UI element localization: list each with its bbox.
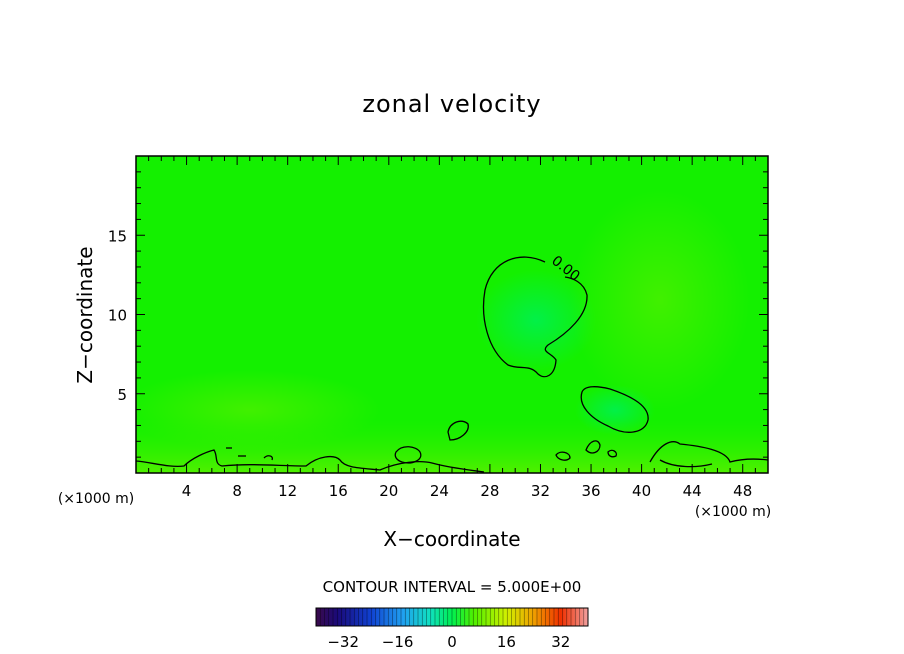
contour-surface — [136, 441, 768, 473]
colorbar: −32 −16 0 16 32 — [315, 607, 589, 651]
contour-zero-mid — [580, 386, 649, 433]
x-unit-left: (×1000 m) — [58, 491, 134, 507]
y-axis-ticks: 5 10 15 — [108, 171, 768, 458]
colorbar-ticks: −32 −16 0 16 32 — [327, 633, 570, 651]
colorbar-stripes — [319, 608, 585, 626]
contour-small-d — [555, 451, 571, 461]
contours — [136, 256, 768, 473]
colorbar-frame — [315, 607, 589, 627]
x-tick-label: 44 — [683, 482, 702, 500]
x-tick-label: 20 — [379, 482, 398, 500]
chart-title: zonal velocity — [362, 90, 541, 118]
x-tick-label: 48 — [733, 482, 752, 500]
y-tick-label: 5 — [117, 386, 127, 404]
colorbar-tick-label: −16 — [382, 633, 414, 651]
colorbar-tick-label: 16 — [497, 633, 516, 651]
contour-zero-upper — [482, 256, 588, 378]
contour-small-e — [607, 449, 618, 458]
contour-interval: CONTOUR INTERVAL = 5.000E+00 — [323, 578, 582, 596]
x-tick-label: 28 — [480, 482, 499, 500]
colorbar-tick-label: −32 — [327, 633, 359, 651]
x-tick-label: 24 — [430, 482, 449, 500]
x-tick-label: 32 — [531, 482, 550, 500]
x-tick-label: 16 — [329, 482, 348, 500]
colorbar-tick-label: 0 — [447, 633, 457, 651]
contour-small-a — [447, 420, 469, 441]
y-axis-title: Z−coordinate — [73, 246, 97, 383]
x-tick-label: 40 — [632, 482, 651, 500]
plot-area: 0.00 — [135, 155, 769, 474]
x-axis-title: X−coordinate — [383, 527, 520, 551]
contour-speck-b — [263, 455, 274, 461]
y-tick-label: 10 — [108, 307, 127, 325]
x-axis-ticks: 4 8 12 16 20 24 28 32 36 40 44 48 — [148, 156, 756, 500]
x-tick-label: 12 — [278, 482, 297, 500]
x-tick-label: 4 — [182, 482, 192, 500]
contour-small-c — [585, 440, 601, 454]
x-unit-right: (×1000 m) — [695, 504, 771, 520]
y-tick-label: 15 — [108, 227, 127, 245]
colorbar-tick-label: 32 — [551, 633, 570, 651]
x-tick-label: 36 — [581, 482, 600, 500]
dark-region-upper — [476, 270, 596, 370]
x-tick-label: 8 — [232, 482, 242, 500]
field-shading — [136, 190, 768, 473]
contour-bottom-right — [659, 459, 713, 468]
light-region-right — [570, 190, 750, 410]
